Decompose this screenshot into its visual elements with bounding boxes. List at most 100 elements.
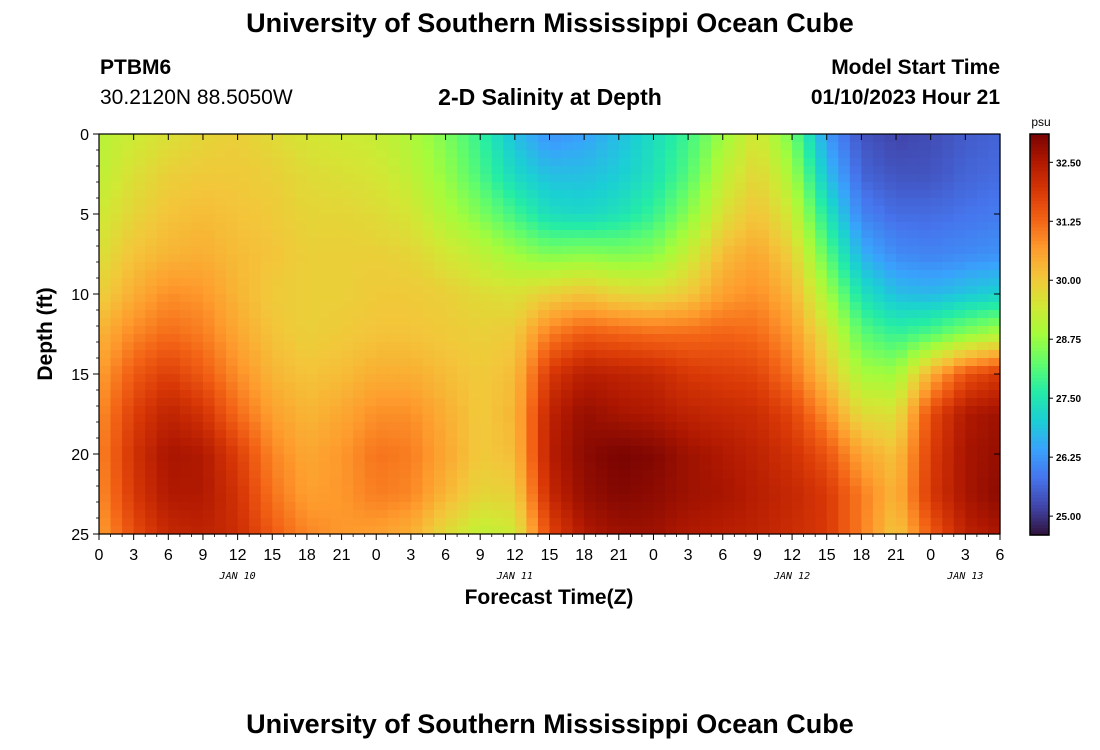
heatmap-cell	[364, 182, 377, 191]
heatmap-cell	[202, 214, 216, 223]
heatmap-cell	[803, 326, 816, 335]
heatmap-cell	[965, 510, 978, 519]
x-tick-label: 21	[887, 547, 905, 564]
heatmap-cell	[364, 158, 377, 167]
heatmap-cell	[110, 390, 123, 399]
heatmap-cell	[561, 494, 574, 503]
heatmap-cell	[514, 518, 527, 527]
heatmap-cell	[722, 366, 735, 375]
heatmap-cell	[907, 294, 920, 303]
heatmap-cell	[202, 326, 216, 335]
heatmap-cell	[688, 414, 701, 423]
heatmap-cell	[491, 230, 504, 239]
heatmap-cell	[387, 494, 400, 503]
heatmap-cell	[537, 462, 551, 471]
heatmap-cell	[757, 414, 770, 423]
heatmap-cell	[561, 486, 574, 495]
heatmap-cell	[226, 478, 239, 487]
heatmap-cell	[653, 174, 666, 183]
heatmap-cell	[884, 238, 897, 247]
heatmap-cell	[630, 454, 643, 463]
heatmap-cell	[306, 526, 320, 535]
heatmap-cell	[445, 318, 458, 327]
heatmap-cell	[503, 134, 516, 143]
heatmap-cell	[110, 462, 123, 471]
heatmap-cell	[930, 238, 943, 247]
heatmap-cell	[584, 142, 597, 151]
heatmap-cell	[826, 270, 839, 279]
heatmap-cell	[99, 526, 112, 535]
heatmap-cell	[976, 262, 990, 271]
heatmap-cell	[815, 422, 828, 431]
heatmap-cell	[214, 302, 227, 311]
heatmap-cell	[618, 182, 631, 191]
heatmap-cell	[468, 486, 481, 495]
heatmap-cell	[688, 494, 701, 503]
heatmap-cell	[942, 390, 955, 399]
heatmap-cell	[433, 438, 447, 447]
heatmap-cell	[699, 150, 712, 159]
heatmap-cell	[930, 438, 943, 447]
heatmap-cell	[526, 286, 539, 295]
heatmap-cell	[699, 174, 712, 183]
heatmap-cell	[803, 350, 816, 359]
heatmap-cell	[861, 486, 874, 495]
heatmap-cell	[480, 502, 493, 511]
heatmap-cell	[780, 262, 793, 271]
heatmap-cell	[861, 246, 874, 255]
heatmap-cell	[849, 302, 862, 311]
heatmap-cell	[537, 334, 551, 343]
heatmap-cell	[803, 246, 816, 255]
colorbar-swatch	[1030, 377, 1049, 382]
heatmap-cell	[191, 174, 204, 183]
heatmap-cell	[330, 342, 343, 351]
heatmap-cell	[665, 222, 678, 231]
heatmap-cell	[295, 414, 308, 423]
colorbar-swatch	[1030, 374, 1049, 379]
heatmap-cell	[202, 358, 216, 367]
heatmap-cell	[168, 438, 181, 447]
heatmap-cell	[445, 246, 458, 255]
heatmap-cell	[838, 446, 851, 455]
heatmap-cell	[549, 486, 562, 495]
heatmap-cell	[341, 494, 354, 503]
heatmap-cell	[399, 406, 412, 415]
heatmap-cell	[272, 310, 285, 319]
heatmap-cell	[676, 278, 689, 287]
main-title: University of Southern Mississippi Ocean…	[246, 8, 854, 38]
colorbar-swatch	[1030, 287, 1049, 292]
heatmap-cell	[364, 222, 377, 231]
colorbar-swatch	[1030, 294, 1049, 299]
heatmap-cell	[514, 326, 527, 335]
heatmap-cell	[780, 350, 793, 359]
heatmap-cell	[584, 342, 597, 351]
heatmap-cell	[919, 382, 932, 391]
heatmap-cell	[480, 462, 493, 471]
heatmap-cell	[457, 286, 470, 295]
heatmap-cell	[641, 262, 655, 271]
heatmap-cell	[295, 342, 308, 351]
heatmap-cell	[168, 238, 181, 247]
colorbar-swatch	[1030, 531, 1049, 536]
heatmap-cell	[168, 254, 181, 263]
heatmap-cell	[191, 502, 204, 511]
heatmap-cell	[976, 254, 990, 263]
heatmap-cell	[907, 350, 920, 359]
heatmap-cell	[745, 462, 759, 471]
heatmap-cell	[226, 246, 239, 255]
heatmap-cell	[364, 470, 377, 479]
heatmap-cell	[318, 238, 331, 247]
heatmap-cell	[122, 302, 135, 311]
heatmap-cell	[838, 286, 851, 295]
heatmap-cell	[953, 310, 966, 319]
heatmap-cell	[537, 214, 551, 223]
heatmap-cell	[514, 158, 527, 167]
heatmap-cell	[272, 462, 285, 471]
heatmap-cell	[965, 334, 978, 343]
heatmap-cell	[861, 358, 874, 367]
colorbar-swatch	[1030, 250, 1049, 255]
heatmap-cell	[99, 350, 112, 359]
heatmap-cell	[930, 270, 943, 279]
heatmap-cell	[699, 326, 712, 335]
heatmap-cell	[618, 230, 631, 239]
